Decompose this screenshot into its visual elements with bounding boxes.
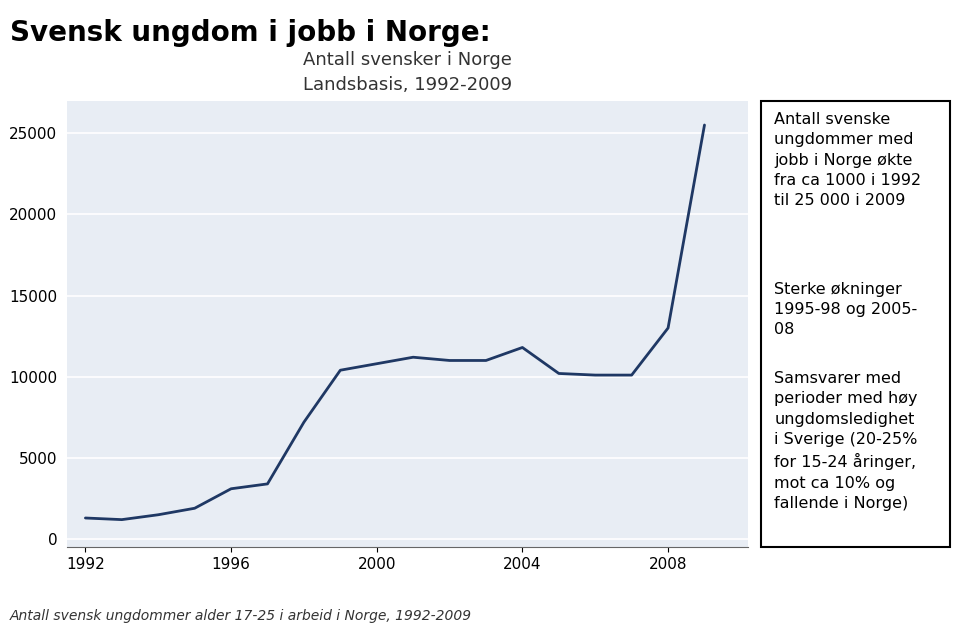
Title: Antall svensker i Norge
Landsbasis, 1992-2009: Antall svensker i Norge Landsbasis, 1992… bbox=[303, 50, 513, 94]
Text: Svensk ungdom i jobb i Norge:: Svensk ungdom i jobb i Norge: bbox=[10, 19, 491, 47]
FancyBboxPatch shape bbox=[761, 101, 950, 547]
Text: Sterke økninger
1995-98 og 2005-
08: Sterke økninger 1995-98 og 2005- 08 bbox=[775, 282, 918, 337]
Text: Antall svensk ungdommer alder 17-25 i arbeid i Norge, 1992-2009: Antall svensk ungdommer alder 17-25 i ar… bbox=[10, 609, 471, 623]
Text: Samsvarer med
perioder med høy
ungdomsledighet
i Sverige (20-25%
for 15-24 åring: Samsvarer med perioder med høy ungdomsle… bbox=[775, 371, 918, 511]
Text: Antall svenske
ungdommer med
jobb i Norge økte
fra ca 1000 i 1992
til 25 000 i 2: Antall svenske ungdommer med jobb i Norg… bbox=[775, 112, 922, 208]
